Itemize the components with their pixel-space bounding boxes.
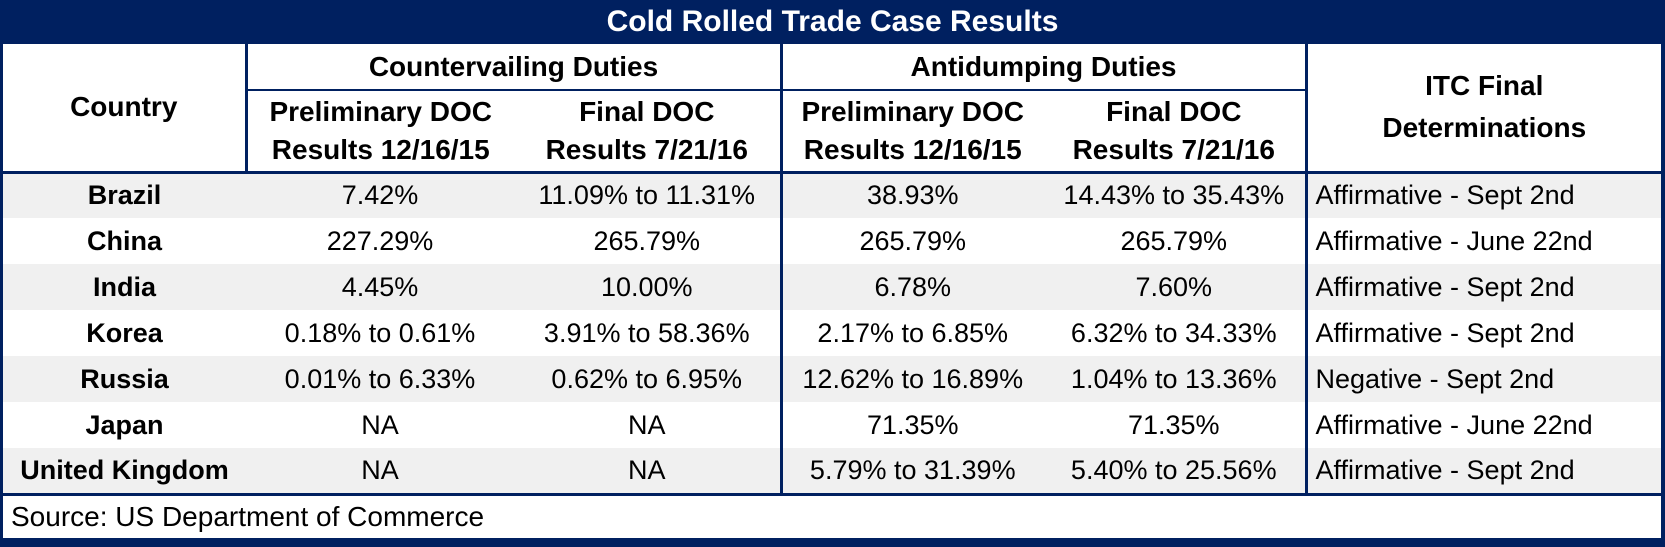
column-group-countervailing-duties: Countervailing Duties: [244, 44, 781, 91]
itc-header-line2: Determinations: [1382, 112, 1587, 144]
column-header-itc-final-determinations: ITC Final Determinations: [1304, 44, 1662, 172]
table-container: Country Countervailing Duties Antidumpin…: [0, 44, 1665, 538]
table-row-brazil: Brazil 7.42% 11.09% to 11.31% 38.93% 14.…: [3, 170, 1662, 218]
ad-prelim-cell: 265.79%: [779, 218, 1043, 264]
country-cell: India: [92, 271, 156, 302]
column-header-cvd-final: Final DOC Results 7/21/16: [514, 90, 781, 172]
cvd-final-cell: NA: [627, 454, 666, 485]
country-cell: China: [86, 225, 162, 256]
ad-final-cell: 1.04% to 13.36%: [1070, 363, 1277, 394]
source-row: Source: US Department of Commerce: [3, 492, 1662, 538]
column-header-ad-final: Final DOC Results 7/21/16: [1043, 90, 1307, 172]
ad-final-cell: 71.35%: [1127, 409, 1220, 440]
ad-prelim-cell: 12.62% to 16.89%: [779, 356, 1043, 402]
table-row-russia: Russia 0.01% to 6.33% 0.62% to 6.95% 12.…: [3, 356, 1662, 402]
column-group-antidumping-duties: Antidumping Duties: [779, 44, 1307, 91]
ad-prelim-cell: 2.17% to 6.85%: [779, 310, 1043, 356]
cvd-final-cell: 265.79%: [593, 225, 701, 256]
country-cell: United Kingdom: [20, 454, 229, 485]
itc-determination-cell: Affirmative - Sept 2nd: [1304, 310, 1662, 356]
itc-determination-cell: Affirmative - Sept 2nd: [1304, 170, 1662, 218]
itc-determination-cell: Negative - Sept 2nd: [1304, 356, 1662, 402]
cvd-prelim-cell: NA: [361, 409, 399, 440]
ad-prelim-cell: 5.79% to 31.39%: [779, 448, 1043, 494]
table-row-china: China 227.29% 265.79% 265.79% 265.79% Af…: [3, 218, 1662, 264]
table-row-india: India 4.45% 10.00% 6.78% 7.60% Affirmati…: [3, 264, 1662, 310]
table-header: Country Countervailing Duties Antidumpin…: [3, 44, 1662, 172]
cvd-prelim-cell: 0.18% to 0.61%: [284, 317, 476, 348]
column-header-cvd-preliminary: Preliminary DOC Results 12/16/15: [244, 90, 514, 172]
cvd-prelim-cell: 7.42%: [246, 170, 514, 218]
cvd-final-cell: 0.62% to 6.95%: [551, 363, 743, 394]
ad-final-cell: 14.43% to 35.43%: [1043, 170, 1307, 218]
ad-prelim-cell: 71.35%: [779, 402, 1043, 448]
table-row-united-kingdom: United Kingdom NA NA 5.79% to 31.39% 5.4…: [3, 448, 1662, 494]
bottom-border-bar: [0, 538, 1665, 547]
table-body: Brazil 7.42% 11.09% to 11.31% 38.93% 14.…: [3, 170, 1662, 538]
page-title: Cold Rolled Trade Case Results: [0, 0, 1665, 44]
ad-final-cell: 6.32% to 34.33%: [1070, 317, 1277, 348]
cvd-prelim-cell: 227.29%: [326, 225, 434, 256]
ad-final-cell: 5.40% to 25.56%: [1070, 454, 1277, 485]
cvd-prelim-cell: 4.45%: [341, 271, 419, 302]
country-cell: Brazil: [3, 170, 246, 218]
itc-determination-cell: Affirmative - June 22nd: [1304, 218, 1662, 264]
cvd-prelim-cell: 0.01% to 6.33%: [284, 363, 476, 394]
ad-prelim-cell: 38.93%: [779, 170, 1043, 218]
table-row-korea: Korea 0.18% to 0.61% 3.91% to 58.36% 2.1…: [3, 310, 1662, 356]
country-cell: Japan: [85, 409, 164, 440]
cvd-prelim-cell: NA: [361, 454, 399, 485]
cvd-final-cell: 10.00%: [600, 271, 693, 302]
country-cell: Korea: [86, 317, 163, 348]
ad-final-cell: 265.79%: [1120, 225, 1228, 256]
column-header-country: Country: [3, 44, 246, 172]
column-header-ad-preliminary: Preliminary DOC Results 12/16/15: [779, 90, 1043, 172]
ad-final-cell: 7.60%: [1135, 271, 1213, 302]
itc-header-line1: ITC Final: [1425, 70, 1544, 102]
cvd-final-cell: 3.91% to 58.36%: [543, 317, 750, 348]
ad-prelim-cell: 6.78%: [779, 264, 1043, 310]
cvd-final-cell: NA: [627, 409, 666, 440]
source-note: Source: US Department of Commerce: [3, 492, 1662, 538]
itc-determination-cell: Affirmative - Sept 2nd: [1304, 448, 1662, 494]
country-cell: Russia: [80, 363, 169, 394]
table-row-japan: Japan NA NA 71.35% 71.35% Affirmative - …: [3, 402, 1662, 448]
itc-determination-cell: Affirmative - June 22nd: [1304, 402, 1662, 448]
itc-determination-cell: Affirmative - Sept 2nd: [1304, 264, 1662, 310]
results-table: Country Countervailing Duties Antidumpin…: [3, 44, 1662, 538]
cvd-final-cell: 11.09% to 11.31%: [514, 170, 781, 218]
